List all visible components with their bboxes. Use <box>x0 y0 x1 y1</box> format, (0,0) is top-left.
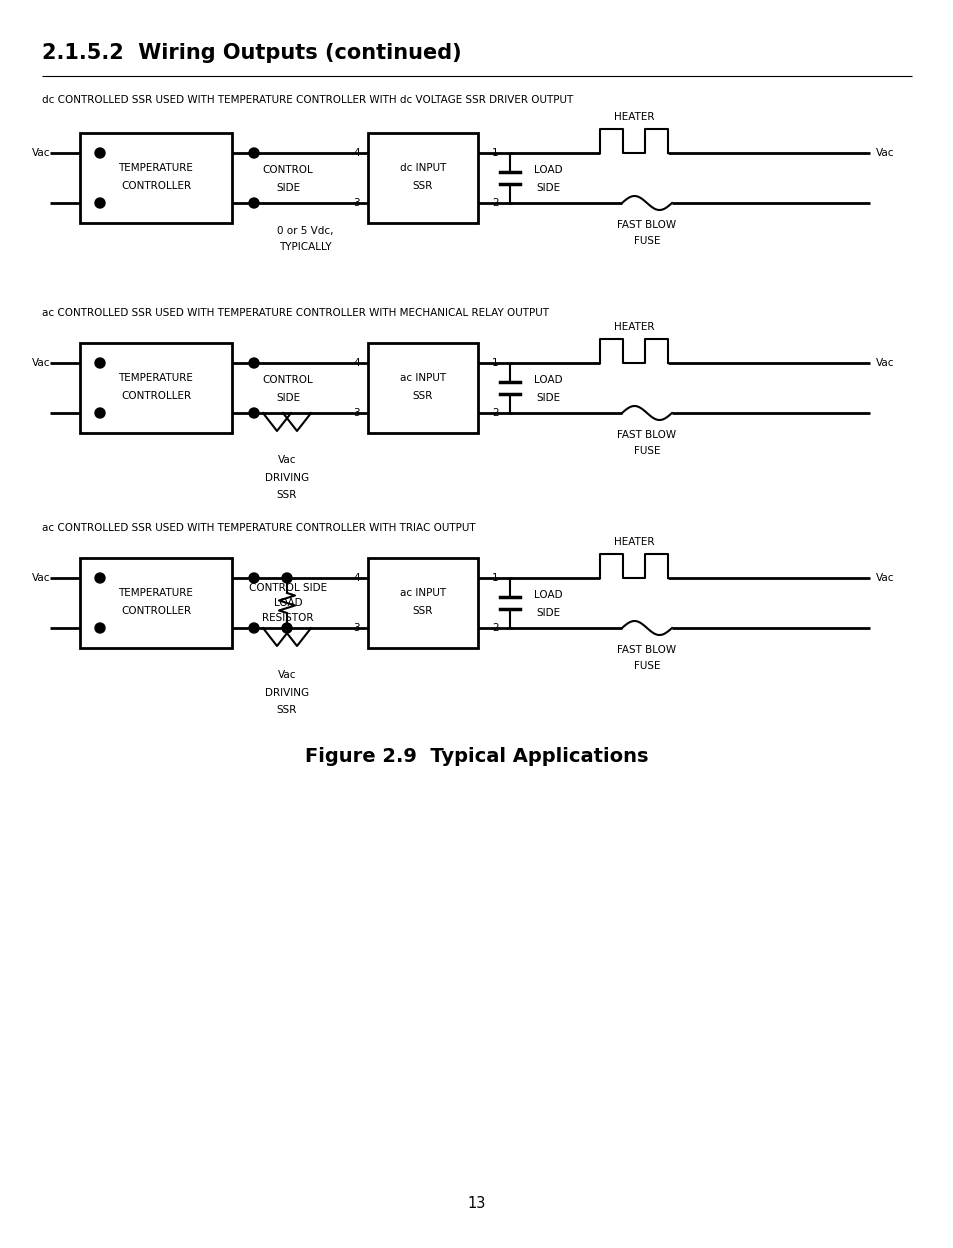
Text: dc CONTROLLED SSR USED WITH TEMPERATURE CONTROLLER WITH dc VOLTAGE SSR DRIVER OU: dc CONTROLLED SSR USED WITH TEMPERATURE … <box>42 95 573 105</box>
Text: 2: 2 <box>492 408 498 418</box>
Circle shape <box>249 358 258 368</box>
Text: Vac: Vac <box>875 149 894 158</box>
Text: 3: 3 <box>353 623 359 633</box>
Text: Vac: Vac <box>32 358 51 368</box>
Text: FAST BLOW: FAST BLOW <box>617 645 676 655</box>
Text: Figure 2.9  Typical Applications: Figure 2.9 Typical Applications <box>305 746 648 765</box>
Text: SIDE: SIDE <box>536 183 559 193</box>
Text: 1: 1 <box>492 149 498 158</box>
Text: 1: 1 <box>492 573 498 583</box>
Text: Vac: Vac <box>32 573 51 583</box>
Circle shape <box>95 198 105 208</box>
Text: DRIVING: DRIVING <box>265 688 309 698</box>
Text: 1: 1 <box>492 358 498 368</box>
Text: CONTROL SIDE: CONTROL SIDE <box>249 583 327 593</box>
Text: Vac: Vac <box>277 670 296 680</box>
Text: CONTROLLER: CONTROLLER <box>121 181 191 191</box>
Text: Vac: Vac <box>32 149 51 158</box>
Text: SSR: SSR <box>413 391 433 401</box>
Circle shape <box>95 623 105 633</box>
Text: TEMPERATURE: TEMPERATURE <box>118 163 193 173</box>
Text: LOAD: LOAD <box>274 598 302 608</box>
Text: 4: 4 <box>353 573 359 583</box>
Circle shape <box>95 573 105 583</box>
Circle shape <box>249 623 258 633</box>
Bar <box>80 558 232 648</box>
Text: FAST BLOW: FAST BLOW <box>617 431 676 441</box>
Circle shape <box>95 408 105 418</box>
Bar <box>368 134 477 223</box>
Text: FUSE: FUSE <box>633 236 659 246</box>
Text: CONTROLLER: CONTROLLER <box>121 391 191 401</box>
Text: FAST BLOW: FAST BLOW <box>617 220 676 230</box>
Text: TEMPERATURE: TEMPERATURE <box>118 588 193 598</box>
Bar <box>368 558 477 648</box>
Text: HEATER: HEATER <box>613 112 654 122</box>
Circle shape <box>95 149 105 158</box>
Text: TYPICALLY: TYPICALLY <box>278 242 331 252</box>
Circle shape <box>282 623 292 633</box>
Text: FUSE: FUSE <box>633 446 659 456</box>
Text: TEMPERATURE: TEMPERATURE <box>118 373 193 383</box>
Text: 4: 4 <box>353 358 359 368</box>
Text: CONTROL: CONTROL <box>262 165 313 175</box>
Text: DRIVING: DRIVING <box>265 473 309 483</box>
Text: Vac: Vac <box>875 573 894 583</box>
Text: SIDE: SIDE <box>275 183 300 193</box>
Text: Vac: Vac <box>875 358 894 368</box>
Text: FUSE: FUSE <box>633 661 659 671</box>
Text: SSR: SSR <box>413 181 433 191</box>
Text: 2: 2 <box>492 198 498 208</box>
Circle shape <box>249 149 258 158</box>
Circle shape <box>249 198 258 208</box>
Circle shape <box>282 573 292 583</box>
Text: SSR: SSR <box>413 607 433 617</box>
Bar <box>368 343 477 433</box>
Text: SSR: SSR <box>276 705 297 715</box>
Text: CONTROLLER: CONTROLLER <box>121 607 191 617</box>
Text: 4: 4 <box>353 149 359 158</box>
Text: LOAD: LOAD <box>533 374 561 384</box>
Text: 2.1.5.2  Wiring Outputs (continued): 2.1.5.2 Wiring Outputs (continued) <box>42 42 461 62</box>
Text: LOAD: LOAD <box>533 590 561 600</box>
Text: ac CONTROLLED SSR USED WITH TEMPERATURE CONTROLLER WITH TRIAC OUTPUT: ac CONTROLLED SSR USED WITH TEMPERATURE … <box>42 523 476 533</box>
Circle shape <box>249 573 258 583</box>
Text: Vac: Vac <box>277 456 296 466</box>
Text: ac CONTROLLED SSR USED WITH TEMPERATURE CONTROLLER WITH MECHANICAL RELAY OUTPUT: ac CONTROLLED SSR USED WITH TEMPERATURE … <box>42 308 548 318</box>
Text: CONTROL: CONTROL <box>262 374 313 384</box>
Text: SIDE: SIDE <box>536 608 559 618</box>
Circle shape <box>95 358 105 368</box>
Text: LOAD: LOAD <box>533 165 561 175</box>
Bar <box>80 134 232 223</box>
Text: HEATER: HEATER <box>613 537 654 547</box>
Text: SIDE: SIDE <box>536 393 559 403</box>
Text: 3: 3 <box>353 198 359 208</box>
Text: SIDE: SIDE <box>275 393 300 403</box>
Text: 3: 3 <box>353 408 359 418</box>
Text: ac INPUT: ac INPUT <box>399 588 446 598</box>
Text: dc INPUT: dc INPUT <box>399 163 446 173</box>
Text: RESISTOR: RESISTOR <box>262 613 314 623</box>
Text: 0 or 5 Vdc,: 0 or 5 Vdc, <box>276 226 333 236</box>
Text: ac INPUT: ac INPUT <box>399 373 446 383</box>
Bar <box>80 343 232 433</box>
Text: HEATER: HEATER <box>613 322 654 332</box>
Circle shape <box>249 408 258 418</box>
Text: SSR: SSR <box>276 490 297 500</box>
Text: 2: 2 <box>492 623 498 633</box>
Text: 13: 13 <box>467 1196 486 1211</box>
